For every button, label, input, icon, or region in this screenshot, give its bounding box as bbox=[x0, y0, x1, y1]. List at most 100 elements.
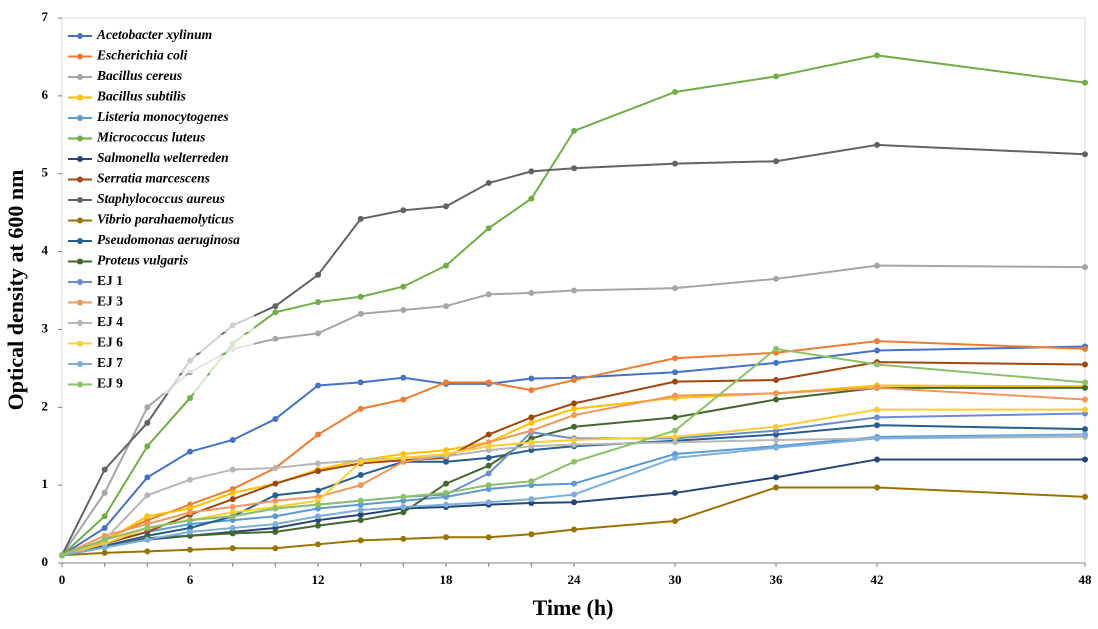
point bbox=[528, 168, 534, 174]
point bbox=[486, 432, 492, 438]
point bbox=[528, 387, 534, 393]
point bbox=[571, 406, 577, 412]
legend-label: EJ 3 bbox=[97, 294, 123, 309]
point bbox=[773, 360, 779, 366]
point bbox=[1082, 397, 1088, 403]
point bbox=[773, 276, 779, 282]
point bbox=[358, 379, 364, 385]
x-tick-label: 36 bbox=[770, 572, 784, 587]
point bbox=[187, 477, 193, 483]
point bbox=[400, 207, 406, 213]
point bbox=[1082, 264, 1088, 270]
y-tick-label: 2 bbox=[42, 398, 49, 413]
legend: Acetobacter xylinumEscherichia coliBacil… bbox=[64, 27, 254, 394]
legend-label: EJ 9 bbox=[97, 376, 123, 391]
x-tick-label: 0 bbox=[59, 572, 66, 587]
point bbox=[874, 338, 880, 344]
legend-label: Staphylococcus aureus bbox=[97, 191, 225, 206]
point bbox=[187, 547, 193, 553]
point bbox=[773, 445, 779, 451]
point bbox=[144, 404, 150, 410]
point bbox=[315, 299, 321, 305]
point bbox=[358, 311, 364, 317]
point bbox=[443, 451, 449, 457]
point bbox=[230, 490, 236, 496]
y-tick-label: 3 bbox=[42, 320, 49, 335]
point bbox=[486, 291, 492, 297]
point bbox=[1082, 407, 1088, 413]
point bbox=[315, 460, 321, 466]
point bbox=[443, 481, 449, 487]
point bbox=[272, 336, 278, 342]
point bbox=[358, 517, 364, 523]
y-tick-label: 7 bbox=[42, 9, 49, 24]
legend-marker bbox=[77, 320, 83, 326]
legend-marker bbox=[77, 259, 83, 265]
legend-marker bbox=[77, 361, 83, 367]
point bbox=[1082, 494, 1088, 500]
point bbox=[443, 534, 449, 540]
point bbox=[443, 263, 449, 269]
point bbox=[571, 128, 577, 134]
legend-label: EJ 6 bbox=[97, 335, 123, 350]
legend-marker bbox=[77, 156, 83, 162]
point bbox=[144, 420, 150, 426]
point bbox=[315, 272, 321, 278]
point bbox=[773, 484, 779, 490]
legend-label: EJ 4 bbox=[97, 314, 123, 329]
point bbox=[230, 496, 236, 502]
y-tick-label: 6 bbox=[42, 87, 49, 102]
point bbox=[1082, 426, 1088, 432]
legend-label: Proteus vulgaris bbox=[97, 253, 188, 268]
point bbox=[874, 414, 880, 420]
point bbox=[443, 459, 449, 465]
point bbox=[102, 537, 108, 543]
point bbox=[528, 496, 534, 502]
point bbox=[1082, 151, 1088, 157]
legend-label: Micrococcus luteus bbox=[96, 130, 205, 145]
x-tick-label: 24 bbox=[568, 572, 582, 587]
point bbox=[102, 550, 108, 556]
point bbox=[528, 290, 534, 296]
point bbox=[358, 294, 364, 300]
point bbox=[400, 536, 406, 542]
point bbox=[874, 52, 880, 58]
point bbox=[272, 465, 278, 471]
point bbox=[272, 492, 278, 498]
point bbox=[486, 180, 492, 186]
point bbox=[272, 545, 278, 551]
point bbox=[443, 502, 449, 508]
point bbox=[315, 523, 321, 529]
point bbox=[773, 397, 779, 403]
legend-marker bbox=[77, 33, 83, 39]
point bbox=[102, 513, 108, 519]
point bbox=[187, 449, 193, 455]
point bbox=[59, 552, 65, 558]
point bbox=[358, 406, 364, 412]
point bbox=[571, 412, 577, 418]
legend-label: Bacillus cereus bbox=[96, 68, 182, 83]
point bbox=[187, 517, 193, 523]
point bbox=[571, 400, 577, 406]
x-tick-label: 18 bbox=[440, 572, 454, 587]
point bbox=[400, 504, 406, 510]
point bbox=[874, 361, 880, 367]
point bbox=[528, 375, 534, 381]
legend-marker bbox=[77, 74, 83, 80]
point bbox=[672, 455, 678, 461]
legend-marker bbox=[77, 177, 83, 183]
point bbox=[486, 455, 492, 461]
point bbox=[1082, 432, 1088, 438]
point bbox=[358, 498, 364, 504]
point bbox=[102, 490, 108, 496]
point bbox=[315, 488, 321, 494]
point bbox=[528, 439, 534, 445]
point bbox=[144, 443, 150, 449]
point bbox=[874, 484, 880, 490]
point bbox=[571, 377, 577, 383]
point bbox=[672, 518, 678, 524]
point bbox=[144, 492, 150, 498]
point bbox=[272, 416, 278, 422]
point bbox=[773, 73, 779, 79]
legend-label: Escherichia coli bbox=[96, 48, 188, 63]
